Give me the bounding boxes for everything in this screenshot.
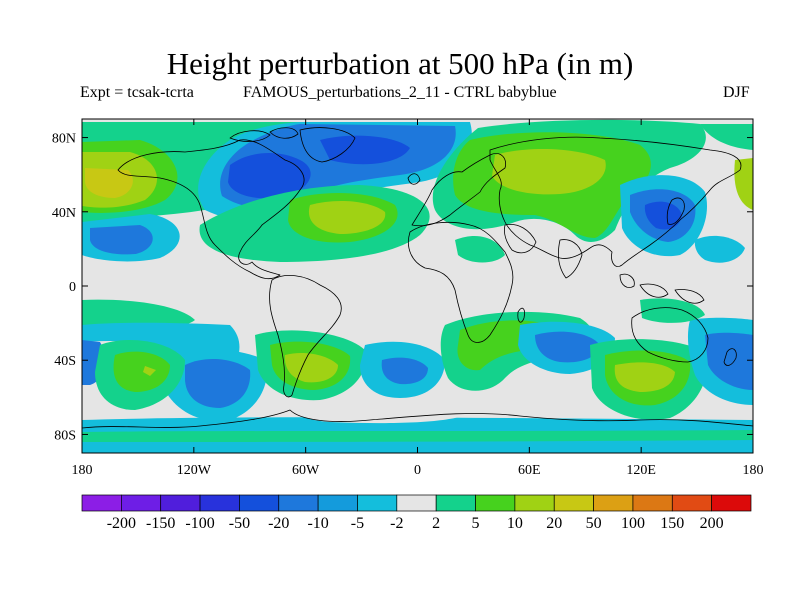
coastline-arabia [504, 223, 537, 254]
colorbar-swatch [514, 494, 555, 512]
contour-band [298, 403, 470, 424]
colorbar-label: 100 [621, 515, 645, 532]
colorbar-label: -5 [351, 515, 364, 532]
coastline-antarctica [82, 409, 753, 429]
colorbar-label: 50 [586, 515, 602, 532]
coastline-arctic-islands [229, 127, 299, 142]
lat-tick-label: 40N [52, 206, 76, 221]
contour-band [535, 331, 600, 363]
contour-band [85, 168, 133, 198]
contour-band [185, 358, 251, 408]
colorbar-swatch [671, 494, 712, 512]
contour-band [90, 225, 153, 255]
colorbar-swatch [239, 494, 280, 512]
colorbar: -200 -150 -100 -50 -20 -10 -5 -2 2 5 10 20 50 100 150 2… [81, 494, 752, 532]
lon-tick-label: 180 [743, 463, 764, 478]
contour-band [82, 299, 195, 331]
contour-band [700, 124, 753, 150]
contour-band [113, 351, 170, 392]
coastline-madagascar [517, 307, 525, 323]
contour-fields [82, 119, 753, 453]
contour-band [455, 235, 505, 263]
colorbar-swatch [357, 494, 398, 512]
colorbar-swatch [475, 494, 516, 512]
contour-band [640, 298, 705, 323]
lat-tick-label: 40S [54, 354, 76, 369]
colorbar-label: -200 [107, 515, 136, 532]
lon-tick-label: 180 [72, 463, 93, 478]
lon-tick-label: 120E [626, 463, 656, 478]
lat-tick-label: 80S [54, 428, 76, 443]
coastline-greenland [299, 127, 356, 163]
lon-tick-label: 120W [177, 463, 212, 478]
contour-band [82, 430, 753, 442]
colorbar-label: -50 [229, 515, 250, 532]
coastline-north-america [117, 139, 305, 280]
colorbar-swatch [435, 494, 476, 512]
coastline-europe [411, 153, 507, 227]
colorbar-label: -150 [146, 515, 175, 532]
coastline-japan [666, 197, 685, 225]
colorbar-swatch [593, 494, 634, 512]
colorbar-swatch [199, 494, 240, 512]
contour-band [492, 148, 606, 195]
colorbar-label: 200 [700, 515, 724, 532]
contour-band [228, 153, 311, 199]
contour-band [644, 201, 682, 230]
experiment-label: Expt = tcsak-tcrta [80, 84, 194, 101]
colorbar-label: 20 [546, 515, 562, 532]
coastline-indonesia [619, 273, 705, 304]
longitude-axis: 180 120W 60W 0 60E 120E 180 [72, 119, 764, 478]
contour-band [308, 200, 386, 234]
colorbar-label: -2 [390, 515, 403, 532]
colorbar-swatch [121, 494, 162, 512]
coastlines [82, 127, 753, 429]
colorbar-label: -10 [307, 515, 328, 532]
contour-band [614, 362, 675, 392]
coastline-africa [408, 221, 514, 343]
lat-tick-label: 0 [69, 280, 76, 295]
contour-band [143, 366, 156, 376]
colorbar-swatch [317, 494, 358, 512]
season-label: DJF [723, 84, 750, 101]
colorbar-label: -20 [268, 515, 289, 532]
colorbar-label: 2 [432, 515, 440, 532]
colorbar-swatch [553, 494, 594, 512]
colorbar-label: 10 [507, 515, 523, 532]
colorbar-label: 5 [472, 515, 480, 532]
lon-tick-label: 60W [292, 463, 320, 478]
colorbar-swatch [160, 494, 201, 512]
contour-band [694, 235, 745, 263]
lon-tick-label: 0 [414, 463, 421, 478]
coastline-british-isles [407, 173, 421, 185]
coastline-new-zealand [723, 348, 737, 366]
contour-band [320, 135, 410, 165]
contour-band [284, 353, 338, 383]
colorbar-swatch [711, 494, 752, 512]
latitude-axis: 80N 40N 0 40S 80S [52, 132, 753, 443]
contour-band [705, 332, 753, 390]
colorbar-swatch [632, 494, 673, 512]
plot-title: Height perturbation at 500 hPa (in m) [166, 46, 634, 81]
contour-band [381, 357, 428, 385]
coastline-asia [489, 136, 742, 267]
lon-tick-label: 60E [518, 463, 541, 478]
coastline-india [558, 239, 583, 279]
colorbar-label: 150 [660, 515, 684, 532]
colorbar-label: -100 [185, 515, 214, 532]
colorbar-swatch [396, 494, 437, 512]
coastline-australia [631, 307, 709, 363]
coastline-south-america [269, 275, 342, 398]
colorbar-swatch [81, 494, 122, 512]
subtitle-label: FAMOUS_perturbations_2_11 - CTRL babyblu… [243, 84, 557, 101]
lat-tick-label: 80N [52, 132, 76, 147]
colorbar-swatch [278, 494, 319, 512]
